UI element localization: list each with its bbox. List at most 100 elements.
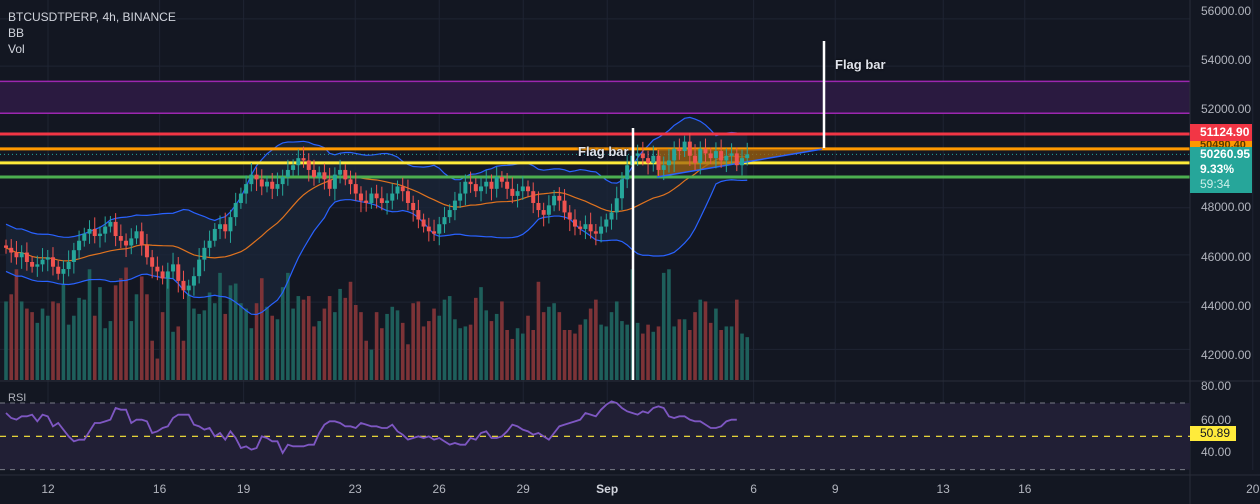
candle-body bbox=[505, 181, 510, 189]
volume-bar bbox=[223, 313, 228, 380]
volume-bar bbox=[254, 303, 259, 380]
candle-body bbox=[526, 186, 530, 192]
candle-body bbox=[45, 257, 50, 260]
volume-bar bbox=[291, 308, 295, 380]
candle-body bbox=[317, 172, 322, 178]
volume-bar bbox=[280, 287, 285, 380]
volume-bar bbox=[432, 308, 436, 380]
candle-body bbox=[280, 177, 285, 185]
candle-body bbox=[437, 224, 442, 234]
candle-body bbox=[40, 259, 45, 265]
volume-bar bbox=[724, 326, 729, 380]
volume-bar bbox=[620, 321, 624, 380]
volume-bar bbox=[708, 322, 713, 380]
volume-bar bbox=[599, 324, 603, 380]
candle-body bbox=[682, 141, 687, 152]
volume-bar bbox=[338, 288, 342, 380]
candle-body bbox=[202, 247, 207, 260]
volume-bar bbox=[453, 319, 457, 380]
time-tick: 23 bbox=[348, 482, 362, 496]
candle-body bbox=[452, 200, 457, 211]
rsi-band bbox=[0, 403, 1190, 470]
indicator-vol[interactable]: Vol bbox=[8, 42, 25, 56]
volume-bar bbox=[479, 287, 483, 380]
volume-bar bbox=[573, 333, 577, 380]
candle-body bbox=[411, 202, 416, 211]
volume-bar bbox=[213, 303, 217, 380]
volume-bar bbox=[139, 276, 144, 380]
candle-body bbox=[515, 191, 520, 196]
price-tick: 56000.00 bbox=[1201, 4, 1252, 18]
candle-body bbox=[687, 141, 692, 156]
rsi-tick: 60.00 bbox=[1201, 413, 1232, 427]
candle-body bbox=[557, 195, 562, 201]
candle-body bbox=[489, 181, 494, 189]
candle-body bbox=[374, 193, 379, 199]
volume-bar bbox=[270, 315, 275, 380]
symbol-title[interactable]: BTCUSDTPERP, 4h, BINANCE bbox=[8, 10, 176, 24]
candle-body bbox=[197, 259, 202, 277]
price-tick: 46000.00 bbox=[1201, 250, 1252, 264]
candle-body bbox=[212, 228, 217, 241]
candle-body bbox=[207, 240, 212, 248]
volume-bar bbox=[719, 330, 723, 380]
volume-bar bbox=[735, 299, 739, 380]
candle-body bbox=[9, 247, 14, 253]
volume-bar bbox=[160, 312, 165, 380]
candle-body bbox=[233, 202, 238, 218]
candle-body bbox=[719, 151, 724, 161]
volume-bar bbox=[526, 315, 530, 380]
candle-body bbox=[186, 285, 191, 291]
candle-body bbox=[395, 186, 400, 194]
candle-body bbox=[426, 226, 431, 232]
candle-body bbox=[536, 202, 541, 211]
candle-body bbox=[66, 261, 71, 270]
volume-bar bbox=[119, 278, 123, 380]
candle-body bbox=[369, 193, 374, 203]
volume-bar bbox=[625, 324, 629, 380]
volume-bar bbox=[651, 331, 656, 380]
volume-bar bbox=[66, 324, 71, 380]
time-tick: 16 bbox=[1018, 482, 1032, 496]
volume-bar bbox=[578, 324, 582, 380]
rsi-current-label: 50.89 bbox=[1190, 426, 1236, 441]
volume-bar bbox=[61, 283, 66, 380]
volume-bar bbox=[385, 313, 389, 380]
price-tick: 44000.00 bbox=[1201, 299, 1252, 313]
volume-bar bbox=[82, 299, 87, 380]
candle-body bbox=[97, 233, 102, 237]
volume-bar bbox=[677, 319, 682, 380]
volume-bar bbox=[400, 322, 405, 380]
volume-bar bbox=[536, 281, 541, 380]
candle-body bbox=[61, 269, 66, 274]
indicator-bb[interactable]: BB bbox=[8, 26, 25, 40]
candle-body bbox=[176, 264, 181, 281]
time-tick: 12 bbox=[41, 482, 55, 496]
candle-body bbox=[155, 266, 160, 272]
rsi-title[interactable]: RSI bbox=[8, 392, 27, 404]
candle-body bbox=[578, 226, 583, 229]
candle-body bbox=[510, 188, 515, 196]
candle-body bbox=[134, 231, 139, 239]
volume-bar bbox=[317, 321, 321, 380]
volume-bar bbox=[672, 326, 676, 380]
candle-body bbox=[463, 181, 468, 194]
candle-body bbox=[124, 240, 129, 246]
volume-bar bbox=[594, 299, 598, 380]
candle-body bbox=[301, 158, 306, 161]
candle-body bbox=[400, 186, 405, 192]
volume-bar bbox=[395, 310, 400, 380]
candle-body bbox=[139, 231, 144, 246]
candle-body bbox=[588, 224, 593, 232]
volume-bar bbox=[729, 326, 734, 380]
volume-bar bbox=[14, 269, 19, 380]
candle-body bbox=[432, 231, 437, 234]
candle-body bbox=[672, 148, 677, 161]
volume-bar bbox=[458, 328, 462, 380]
volume-bar bbox=[406, 344, 410, 380]
orange-level-price-label: 50490.40 bbox=[1190, 141, 1252, 148]
volume-bar bbox=[500, 301, 504, 380]
candle-body bbox=[479, 186, 484, 192]
candle-body bbox=[338, 169, 343, 175]
